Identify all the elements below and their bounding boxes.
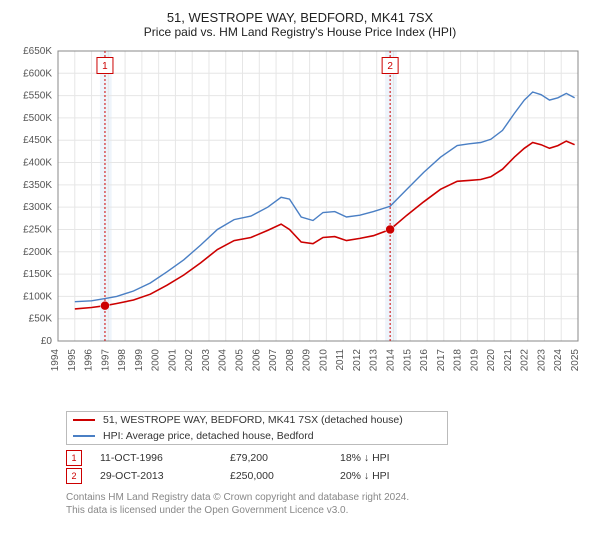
footer-line-1: Contains HM Land Registry data © Crown c… [66,491,580,504]
svg-text:1998: 1998 [117,349,128,372]
svg-text:1996: 1996 [84,349,95,372]
svg-text:1995: 1995 [67,349,78,372]
svg-text:£400K: £400K [23,158,52,169]
chart-svg: £0 £50K £100K £150K £200K £250K £300K £350K £400… [12,45,588,405]
svg-text:2001: 2001 [167,349,178,372]
svg-text:£200K: £200K [23,247,52,258]
svg-text:2000: 2000 [151,349,162,372]
svg-text:2004: 2004 [218,349,229,372]
svg-text:2013: 2013 [369,349,380,372]
points-row: 2 29-OCT-2013£250,00020% ↓ HPI [66,467,580,485]
legend: 51, WESTROPE WAY, BEDFORD, MK41 7SX (det… [66,411,448,445]
svg-text:1997: 1997 [100,349,111,372]
point-date: 29-OCT-2013 [100,470,230,482]
point-marker: 2 [66,468,82,484]
svg-text:2002: 2002 [184,349,195,372]
svg-text:1: 1 [102,61,108,72]
svg-text:2022: 2022 [520,349,531,372]
svg-text:£100K: £100K [23,291,52,302]
svg-text:2007: 2007 [268,349,279,372]
svg-text:£450K: £450K [23,135,52,146]
svg-text:£350K: £350K [23,180,52,191]
legend-label: HPI: Average price, detached house, Bedf… [103,430,314,442]
svg-text:£550K: £550K [23,91,52,102]
point-price: £79,200 [230,452,340,464]
svg-text:1994: 1994 [50,349,61,372]
svg-text:2014: 2014 [385,349,396,372]
svg-text:2011: 2011 [335,349,346,371]
svg-text:2024: 2024 [553,349,564,372]
svg-text:£500K: £500K [23,113,52,124]
point-marker: 1 [66,450,82,466]
svg-text:2021: 2021 [503,349,514,372]
svg-text:2003: 2003 [201,349,212,372]
svg-text:2019: 2019 [469,349,480,372]
svg-text:2020: 2020 [486,349,497,372]
point-delta: 18% ↓ HPI [340,452,460,464]
point-date: 11-OCT-1996 [100,452,230,464]
svg-text:2023: 2023 [536,349,547,372]
svg-text:£300K: £300K [23,202,52,213]
chart: £0 £50K £100K £150K £200K £250K £300K £350K £400… [12,45,588,405]
svg-text:1999: 1999 [134,349,145,372]
footer: Contains HM Land Registry data © Crown c… [66,491,580,517]
legend-row: 51, WESTROPE WAY, BEDFORD, MK41 7SX (det… [67,412,447,428]
title-line-1: 51, WESTROPE WAY, BEDFORD, MK41 7SX [12,10,588,25]
point-price: £250,000 [230,470,340,482]
svg-text:£0: £0 [41,336,53,347]
svg-text:2: 2 [387,61,393,72]
points-row: 1 11-OCT-1996£79,20018% ↓ HPI [66,449,580,467]
svg-text:2010: 2010 [318,349,329,372]
svg-text:2025: 2025 [570,349,581,372]
svg-text:£50K: £50K [29,314,53,325]
footer-line-2: This data is licensed under the Open Gov… [66,504,580,517]
legend-row: HPI: Average price, detached house, Bedf… [67,428,447,444]
svg-text:2016: 2016 [419,349,430,372]
point-delta: 20% ↓ HPI [340,470,460,482]
svg-text:2006: 2006 [251,349,262,372]
title-line-2: Price paid vs. HM Land Registry's House … [12,25,588,39]
svg-text:2009: 2009 [302,349,313,372]
legend-swatch [73,419,95,421]
svg-text:2015: 2015 [402,349,413,372]
svg-text:2018: 2018 [453,349,464,372]
svg-text:£600K: £600K [23,68,52,79]
legend-label: 51, WESTROPE WAY, BEDFORD, MK41 7SX (det… [103,414,403,426]
svg-text:£150K: £150K [23,269,52,280]
svg-text:2005: 2005 [235,349,246,372]
svg-text:2017: 2017 [436,349,447,372]
svg-text:£250K: £250K [23,224,52,235]
svg-text:2012: 2012 [352,349,363,372]
legend-swatch [73,435,95,437]
svg-text:£650K: £650K [23,46,52,57]
svg-text:2008: 2008 [285,349,296,372]
points-table: 1 11-OCT-1996£79,20018% ↓ HPI 2 29-OCT-2013… [66,449,580,485]
